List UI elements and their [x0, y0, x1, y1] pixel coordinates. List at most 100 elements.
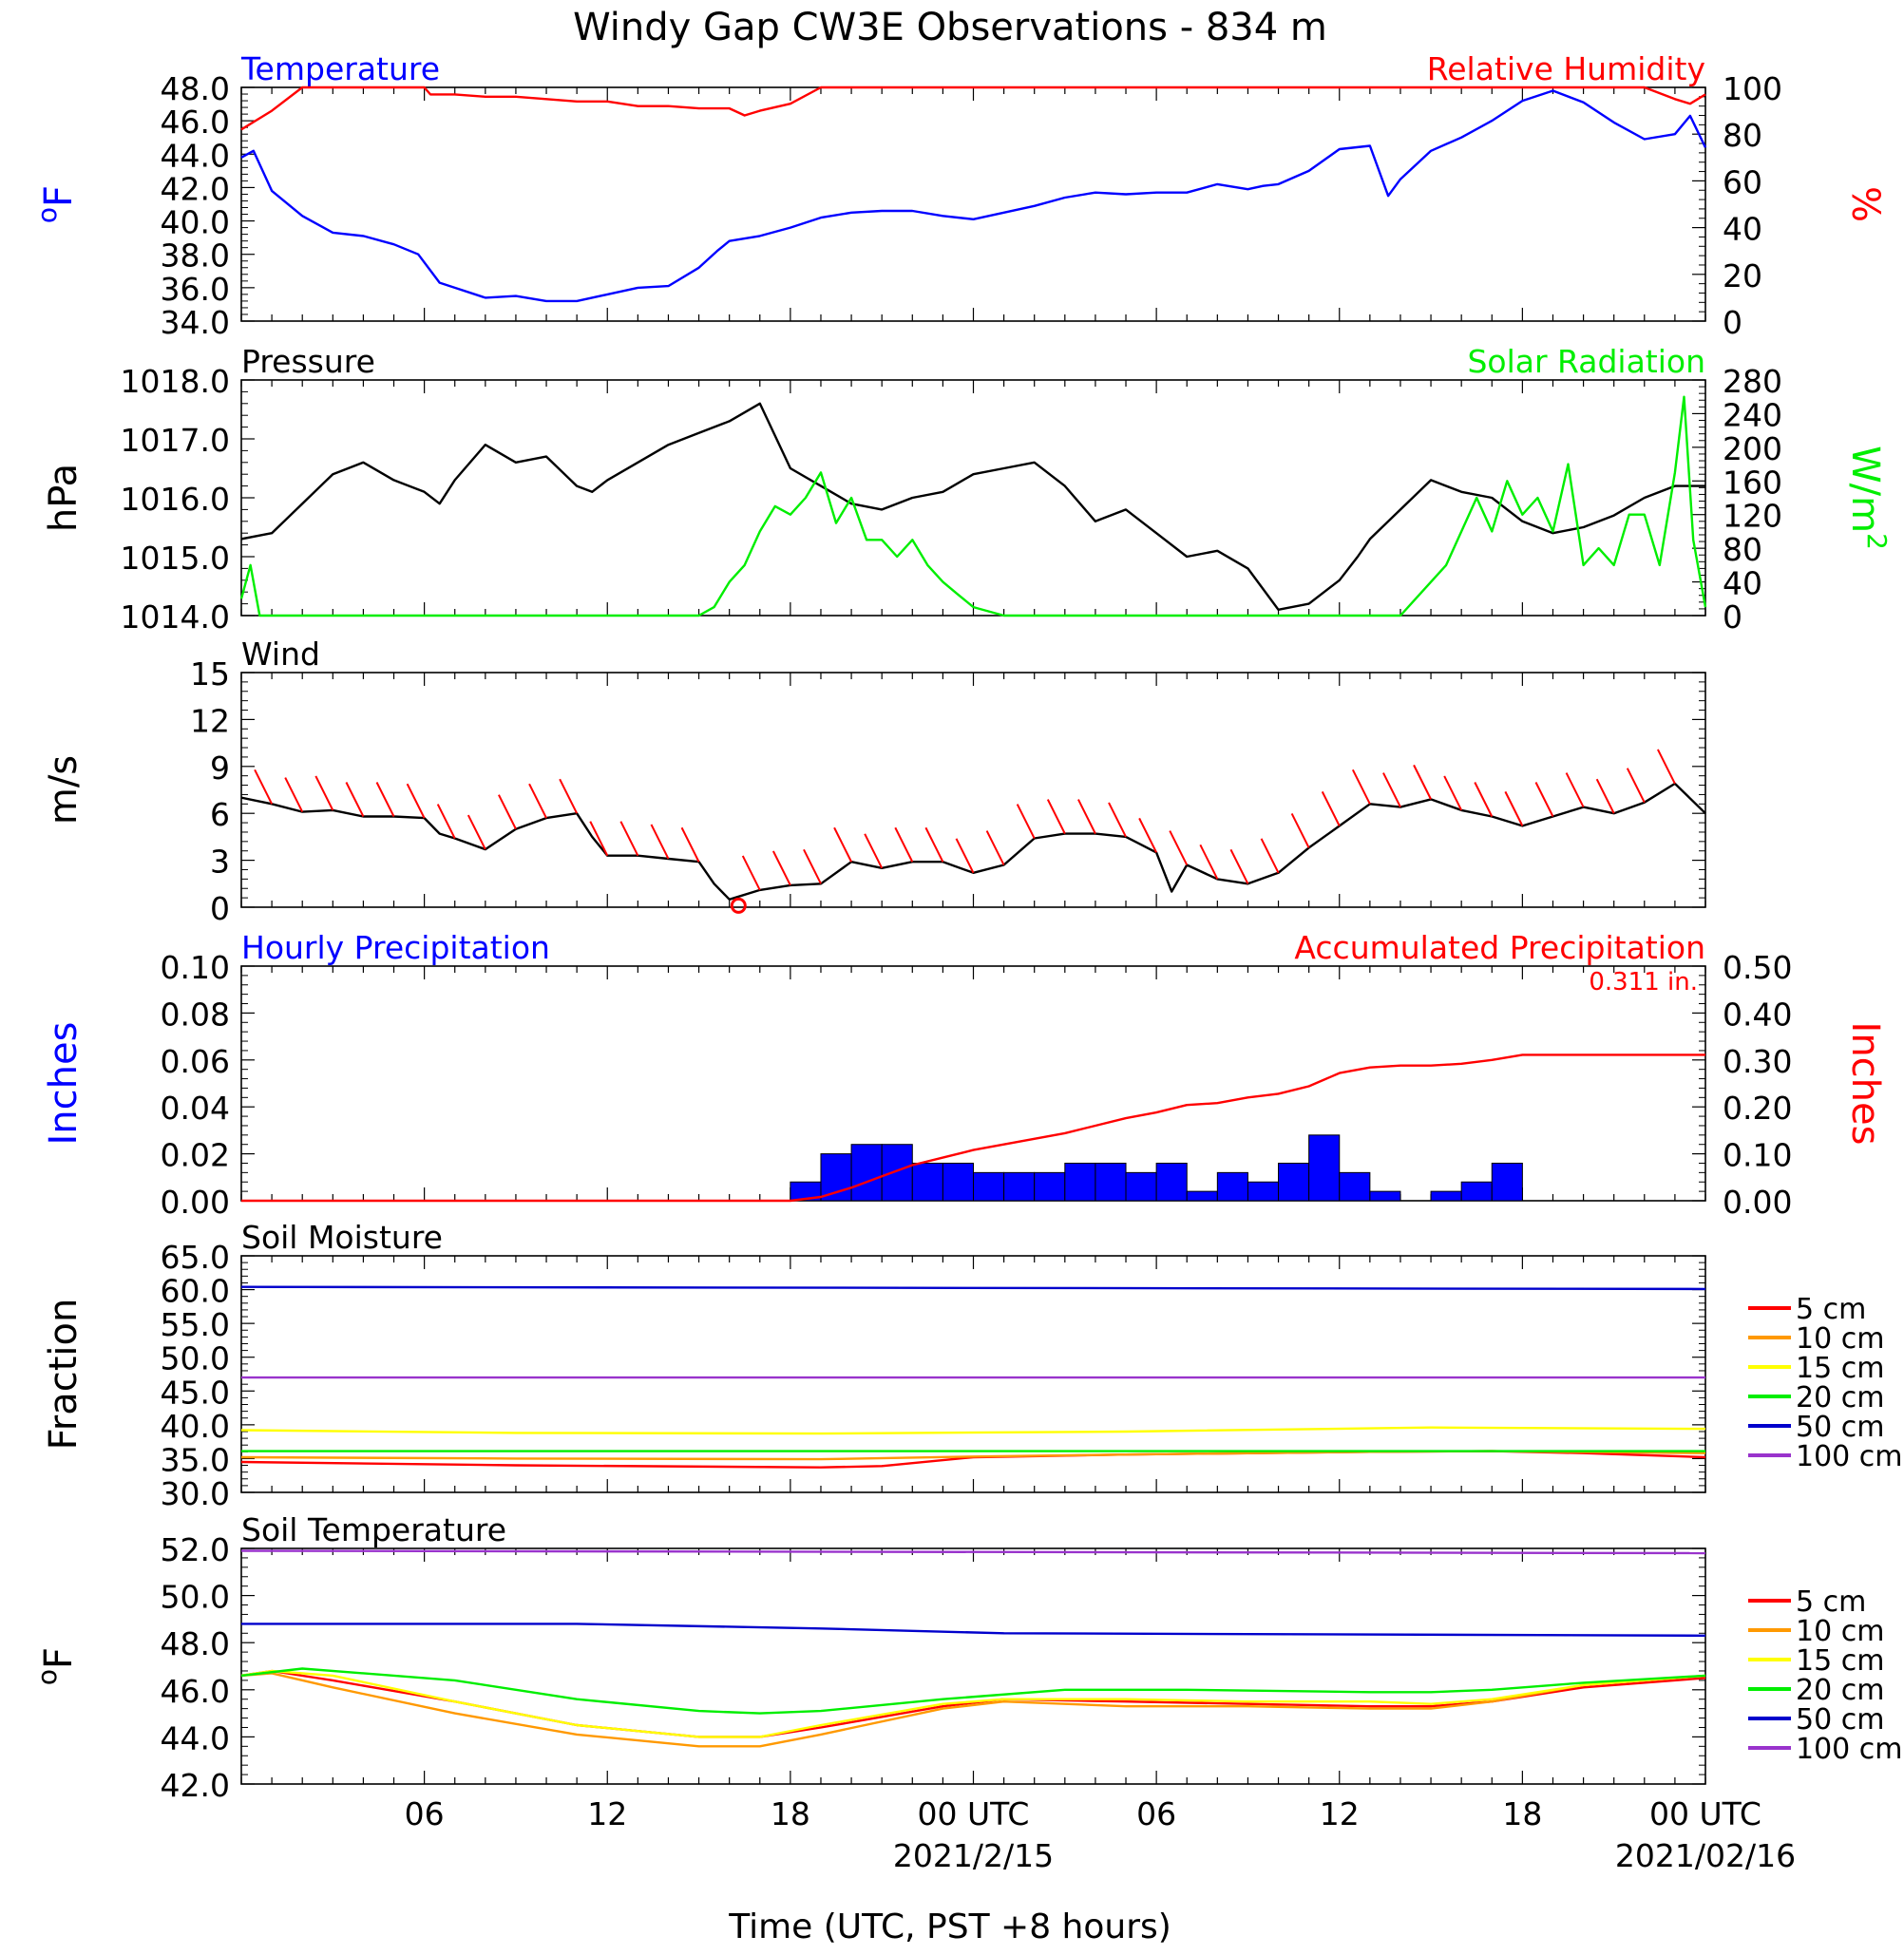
- precip-bar: [911, 1162, 943, 1202]
- precip-bar: [1003, 1171, 1036, 1202]
- wind-barb: [1199, 844, 1219, 880]
- wind-barb: [375, 782, 395, 817]
- y-tick-label: 38.0: [161, 237, 230, 275]
- calm-wind-marker: [730, 897, 747, 914]
- y-tick-label: 65.0: [161, 1239, 230, 1276]
- y-tick-label: 46.0: [161, 1673, 230, 1710]
- y-tick-label-right: 0.10: [1723, 1137, 1792, 1174]
- y-tick-label: 1018.0: [121, 363, 230, 400]
- y-tick-label: 36.0: [161, 271, 230, 308]
- legend-label: 20 cm: [1796, 1674, 1884, 1707]
- y-tick-label: 6: [210, 796, 230, 833]
- y-tick-label-right: 80: [1723, 531, 1762, 568]
- precip-bar: [1339, 1171, 1371, 1202]
- y-tick-label: 0: [210, 890, 230, 927]
- wind-barb: [1595, 778, 1615, 814]
- y-tick-label: 12: [190, 702, 230, 739]
- wind-barb: [1138, 817, 1158, 853]
- precip-bar: [1278, 1162, 1310, 1202]
- y-tick-label-right: 240: [1723, 396, 1782, 433]
- y-axis-label-left: hPa: [42, 464, 86, 532]
- y-tick-label: 34.0: [161, 304, 230, 341]
- chart-title: Windy Gap CW3E Observations - 834 m: [573, 6, 1327, 49]
- x-ticks: [240, 673, 1706, 907]
- precip-bar: [1125, 1171, 1157, 1202]
- y-tick-label: 50.0: [161, 1579, 230, 1616]
- legend-label: 50 cm: [1796, 1411, 1884, 1444]
- y-ticks-left: 42.0 44.0 46.0 48.0 50.0 52.0: [161, 1531, 1705, 1804]
- y-axis-label-right: W/m2: [1843, 446, 1894, 550]
- wind-barb: [985, 830, 1005, 865]
- wind-barb: [1046, 799, 1066, 835]
- precip-bar: [1491, 1162, 1523, 1202]
- y-tick-label-right: 0.20: [1723, 1090, 1792, 1127]
- wind-barb: [436, 804, 456, 839]
- y-tick-label: 48.0: [161, 1625, 230, 1662]
- wind-barb: [1351, 769, 1371, 805]
- x-tick-label: 00 UTC: [918, 1795, 1030, 1832]
- wind-barb: [466, 814, 486, 850]
- wind-barb: [803, 848, 822, 884]
- legend-label: 10 cm: [1796, 1615, 1884, 1648]
- legend-label: 15 cm: [1796, 1644, 1884, 1678]
- y-tick-label-right: 280: [1723, 363, 1782, 400]
- y-axis-label-right: %: [1843, 186, 1887, 222]
- wind-barb: [1290, 812, 1310, 848]
- y-tick-label-right: 80: [1723, 117, 1762, 154]
- legend-label: 5 cm: [1796, 1585, 1866, 1619]
- series-line-15-cm: [240, 1426, 1706, 1435]
- wind-barb: [650, 824, 670, 860]
- x-tick-label: 18: [1502, 1795, 1542, 1832]
- wind-barb: [498, 794, 517, 830]
- precip-bar: [1369, 1190, 1401, 1202]
- y-tick-label-right: 200: [1723, 430, 1782, 467]
- panel-title-left: Wind: [241, 636, 320, 673]
- series-line-15-cm: [240, 1669, 1706, 1738]
- precip-bar: [1216, 1171, 1248, 1202]
- chart-panels: 34.036.038.040.042.044.046.048.002040608…: [31, 50, 1903, 1874]
- y-tick-label: 44.0: [161, 137, 230, 174]
- x-tick-label: 06: [1136, 1795, 1176, 1832]
- legend-label: 50 cm: [1796, 1703, 1884, 1737]
- y-tick-label: 1015.0: [121, 540, 230, 577]
- panel-wind: 0 3 6 9 12 15 Wind m/s: [42, 636, 1706, 927]
- wind-barb: [1260, 838, 1280, 874]
- y-tick-label: 30.0: [161, 1475, 230, 1512]
- hourly-precip-bars: [790, 1134, 1523, 1202]
- wind-barb: [894, 826, 914, 863]
- y-tick-label: 3: [210, 844, 230, 881]
- y-ticks-left: 0 3 6 9 12 15: [190, 655, 1705, 927]
- y-axis-label-left: Fraction: [42, 1299, 86, 1451]
- panel-title-left: Soil Moisture: [241, 1219, 443, 1256]
- wind-barb: [1108, 802, 1127, 838]
- legend-label: 15 cm: [1796, 1352, 1884, 1385]
- wind-barb: [1413, 764, 1432, 800]
- wind-barb: [589, 821, 609, 857]
- y-axis-label-left: m/s: [42, 755, 86, 825]
- precip-bar: [1460, 1181, 1493, 1202]
- y-ticks-left: 34.036.038.040.042.044.046.048.0: [161, 70, 255, 341]
- y-tick-label: 0.10: [161, 949, 230, 986]
- precip-bar: [1095, 1162, 1127, 1202]
- y-tick-label: 44.0: [161, 1719, 230, 1756]
- wind-barb: [284, 777, 304, 813]
- wind-barb: [924, 826, 944, 863]
- y-tick-label: 0.08: [161, 996, 230, 1033]
- wind-barb: [1077, 799, 1096, 835]
- y-tick-label: 52.0: [161, 1531, 230, 1568]
- panel-title-right: Accumulated Precipitation: [1294, 929, 1705, 966]
- y-axis-label-left: oF: [31, 1647, 82, 1685]
- wind-barb: [1504, 790, 1524, 826]
- panel-title-left: Soil Temperature: [241, 1511, 506, 1548]
- wind-barb: [833, 826, 852, 863]
- series-line-20-cm: [240, 1667, 1706, 1715]
- wind-barb: [619, 821, 639, 857]
- precip-bar: [1186, 1190, 1218, 1202]
- y-axis-label-right: Inches: [1843, 1022, 1887, 1146]
- x-tick-label: 00 UTC: [1649, 1795, 1761, 1832]
- y-tick-label: 40.0: [161, 1408, 230, 1445]
- y-tick-label: 1017.0: [121, 422, 230, 459]
- panel-precipitation: 0.00 0.02 0.04 0.06 0.08 0.10 0.00 0.10 0.20 0.30…: [42, 929, 1887, 1221]
- x-ticks: [240, 1256, 1706, 1492]
- y-tick-label: 50.0: [161, 1340, 230, 1377]
